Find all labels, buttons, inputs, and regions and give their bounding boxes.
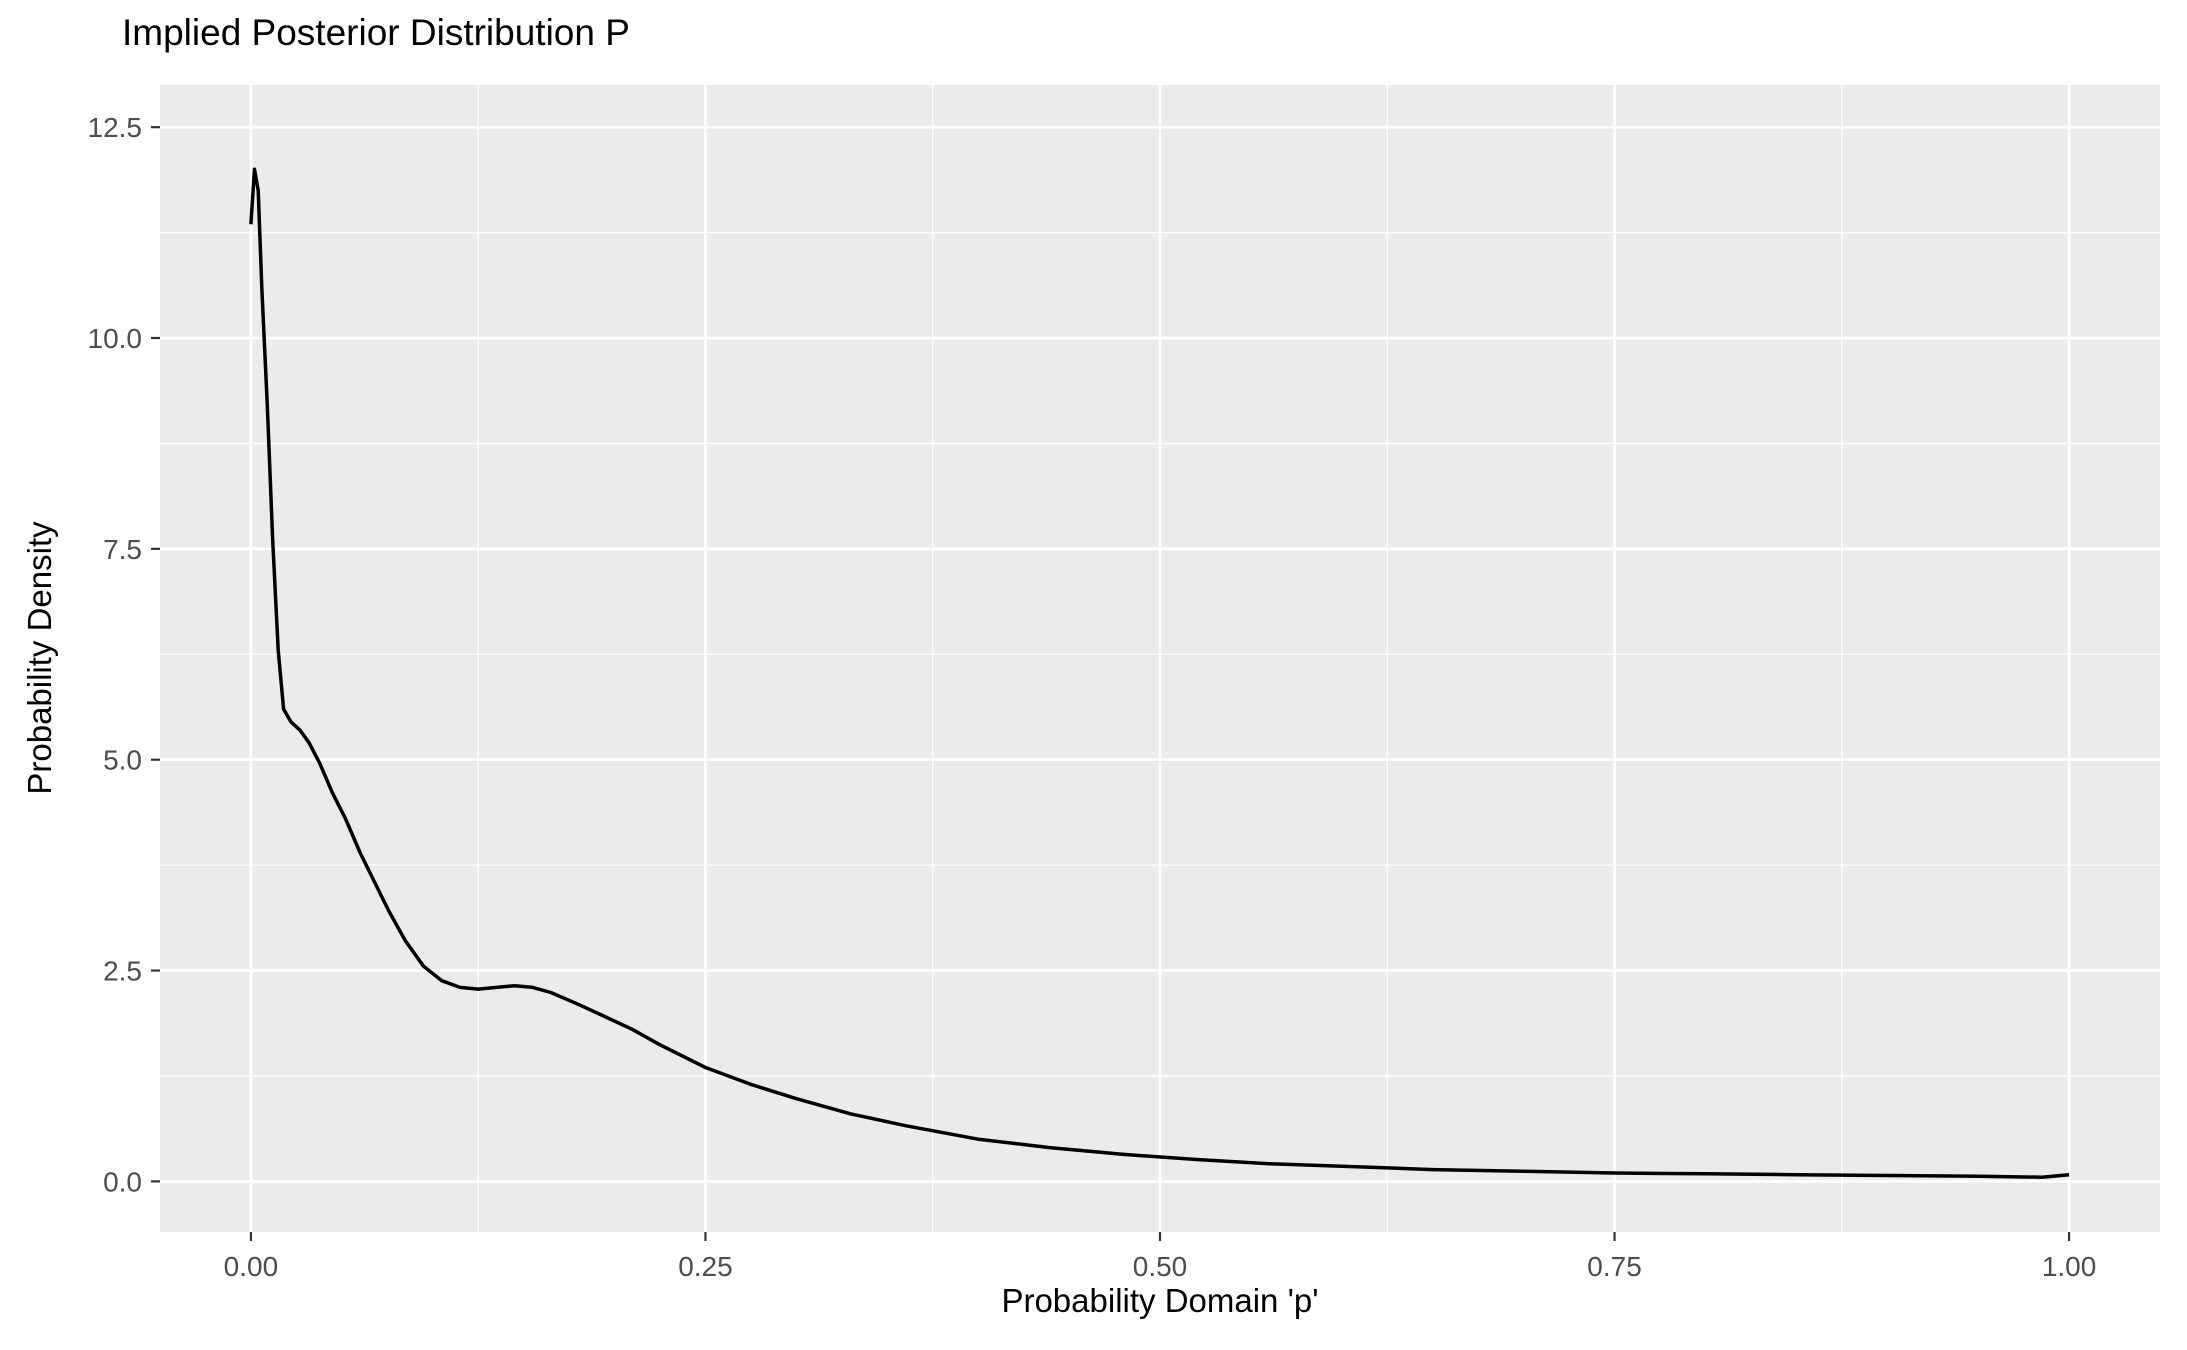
y-tick-label: 12.5 [88,112,143,143]
y-tick-label: 7.5 [103,534,142,565]
y-tick-label: 2.5 [103,956,142,987]
x-tick-label: 0.50 [1133,1251,1188,1282]
chart-title: Implied Posterior Distribution P [122,12,630,53]
x-tick-label: 1.00 [2042,1251,2097,1282]
density-curve [249,167,2070,1179]
x-axis-label: Probability Domain 'p' [1001,1282,1319,1319]
y-tick-label: 10.0 [88,323,143,354]
y-tick-label: 5.0 [103,745,142,776]
x-tick-label: 0.25 [678,1251,733,1282]
x-tick-label: 0.75 [1587,1251,1642,1282]
y-tick-label: 0.0 [103,1166,142,1197]
y-axis-label: Probability Density [21,521,58,795]
x-tick-label: 0.00 [224,1251,279,1282]
